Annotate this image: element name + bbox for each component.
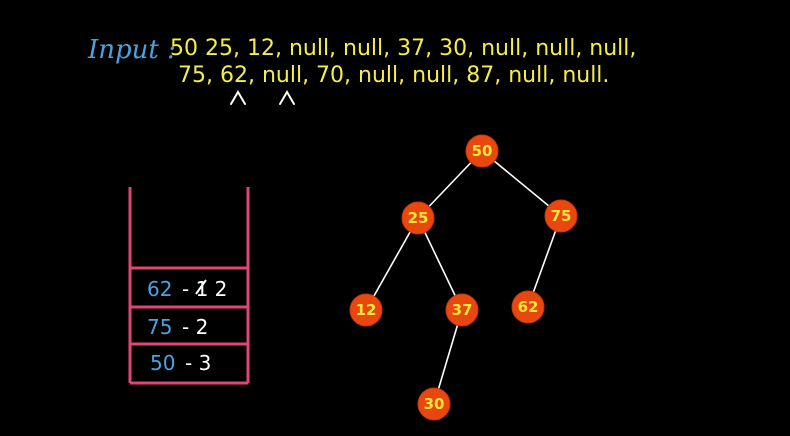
stack-frame: 50 - 3 — [150, 351, 211, 375]
tree-node-62: 62 — [511, 290, 545, 324]
stack: 62 - 1 2 75 - 2 50 - 3 — [128, 187, 250, 385]
input-label: Input : — [87, 35, 176, 65]
tree-node-circle — [349, 293, 383, 327]
tree-node-25: 25 — [401, 201, 435, 235]
pointer-caret-1 — [230, 90, 246, 105]
tree-edge-25-37 — [417, 217, 463, 311]
tree-node-circle — [445, 293, 479, 327]
tree-node-label: 25 — [408, 209, 429, 227]
tree-node-37: 37 — [445, 293, 479, 327]
stack-frame-node: 50 — [150, 351, 175, 375]
tree-node-label: 12 — [356, 301, 377, 319]
input-line-1: 50 25, 12, null, null, 37, 30, null, nul… — [170, 36, 636, 61]
tree-node-75: 75 — [544, 199, 578, 233]
tree-node-circle — [544, 199, 578, 233]
tree-node-label: 50 — [472, 142, 493, 160]
pointer-caret-2 — [279, 90, 295, 105]
tree-node-circle — [417, 387, 451, 421]
tree-node-circle — [401, 201, 435, 235]
tree-node-12: 12 — [349, 293, 383, 327]
stack-frame-count: - 3 — [185, 351, 211, 375]
tree-edges — [365, 150, 562, 405]
tree-node-label: 62 — [518, 298, 539, 316]
tree-edge-25-12 — [365, 217, 419, 311]
tree-node-label: 75 — [551, 207, 572, 225]
tree-node-circle — [465, 134, 499, 168]
tree-node-label: 37 — [452, 301, 473, 319]
stack-frame: 75 - 2 — [147, 315, 208, 339]
stack-frame: 62 - 1 2 — [147, 277, 227, 301]
stack-frame-node: 62 — [147, 277, 172, 301]
tree-node-circle — [511, 290, 545, 324]
stack-frame-count: - 2 — [182, 315, 208, 339]
tree-node-50: 50 — [465, 134, 499, 168]
strike-mark — [195, 279, 207, 295]
input-line-2: 75, 62, null, 70, null, null, 87, null, … — [178, 63, 609, 88]
tree-node-30: 30 — [417, 387, 451, 421]
tree-node-label: 30 — [424, 395, 445, 413]
stack-frame-node: 75 — [147, 315, 172, 339]
tree-edge-50-75 — [481, 150, 562, 217]
tree-nodes: 50 25 75 12 37 62 30 — [349, 134, 578, 421]
